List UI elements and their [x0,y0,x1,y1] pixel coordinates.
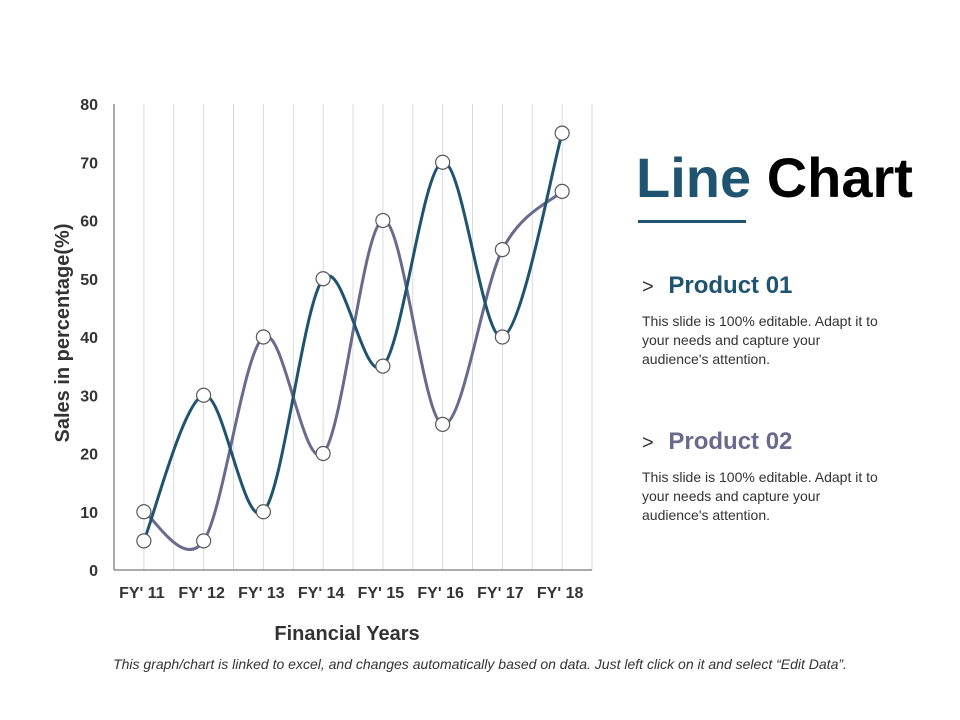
series-2-point [554,183,570,199]
y-tick-label: 50 [80,272,98,289]
x-tick-label: FY' 16 [417,585,464,602]
x-tick-label: FY' 14 [298,585,345,602]
series-2-point [494,242,510,258]
series-2-point [315,445,331,462]
x-axis-label: Financial Years [274,623,419,645]
product-01-name: Product 01 [668,272,793,299]
y-tick-label: 10 [80,505,98,522]
series-2-point [196,533,212,549]
page-title: Line Chart [636,150,913,206]
series-1-point [196,387,212,403]
x-tick-label: FY' 17 [477,585,524,602]
series-1-point [494,329,510,345]
title-word-line: Line [636,146,752,209]
x-tick-label: FY' 11 [119,585,165,602]
product-01-description: This slide is 100% editable. Adapt it to… [642,313,878,367]
grid-lines [143,104,593,570]
x-tick-label: FY' 13 [238,585,285,602]
series-lines [142,132,564,551]
title-underline [638,220,746,223]
series-1-point [554,125,570,141]
x-tick-label: FY' 15 [358,585,405,602]
y-tick-label: 20 [80,447,98,464]
series-2-point [136,504,152,520]
series-2-point [375,212,391,229]
series-1-point [375,358,391,374]
y-tick-label: 0 [89,563,98,580]
series-1-point [255,504,271,520]
x-tick-labels: FY' 11 FY' 12 FY' 13 FY' 14 FY' 15 FY' 16 FY' … [119,585,583,602]
y-tick-label: 40 [80,330,98,347]
series-2-point [435,416,451,432]
title-word-chart: Chart [766,146,913,209]
y-tick-label: 60 [80,214,98,231]
series-1-point [315,271,331,287]
footer-note: This graph/chart is linked to excel, and… [113,656,847,672]
product-02-name: Product 02 [668,428,793,455]
x-tick-label: FY' 18 [537,585,584,602]
data-points [136,125,570,549]
series-2-point [255,329,271,345]
x-tick-label: FY' 12 [178,585,225,602]
y-tick-label: 80 [80,97,98,114]
product-01-heading: > Product 01 [642,272,902,300]
product-02-heading: > Product 02 [642,428,902,456]
product-01-block: > Product 01 This slide is 100% editable… [642,272,902,369]
chevron-right-icon: > [642,432,654,454]
y-tick-label: 30 [80,388,98,405]
product-02-description: This slide is 100% editable. Adapt it to… [642,469,878,523]
y-axis-label: Sales in percentage(%) [52,224,74,443]
series-1-line [142,132,564,542]
series-1-point [136,533,152,549]
series-2-line [142,190,564,551]
product-02-block: > Product 02 This slide is 100% editable… [642,428,902,525]
y-tick-label: 70 [80,155,98,172]
y-tick-labels: 0 10 20 30 40 50 60 70 80 [80,97,98,580]
chevron-right-icon: > [642,276,654,298]
series-1-point [435,154,451,170]
